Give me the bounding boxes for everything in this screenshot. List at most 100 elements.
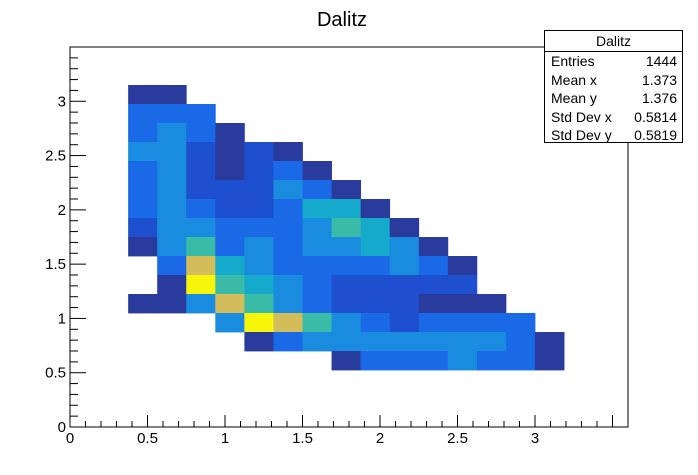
- heatmap-cell: [476, 313, 507, 333]
- heatmap-cell: [244, 313, 274, 333]
- stats-row-mean-y: Mean y 1.376: [545, 89, 682, 108]
- stats-label: Std Dev y: [551, 127, 612, 143]
- heatmap-cell: [535, 332, 565, 352]
- heatmap-cell: [244, 199, 274, 219]
- heatmap-cell: [447, 275, 478, 295]
- heatmap-cell: [505, 351, 536, 371]
- x-tick-label: 1.5: [292, 430, 313, 447]
- x-tick-label: 0.5: [137, 430, 158, 447]
- heatmap-cell: [186, 142, 216, 162]
- heatmap-cell: [244, 218, 274, 238]
- plot-frame: [69, 46, 629, 428]
- heatmap-cell: [215, 275, 245, 295]
- heatmap-cell: [273, 161, 303, 181]
- y-tick-label: 3: [58, 93, 66, 110]
- heatmap-cell: [273, 256, 303, 276]
- heatmap-cell: [215, 218, 245, 238]
- heatmap-cell: [302, 218, 332, 238]
- heatmap-cell: [389, 313, 420, 333]
- heatmap-cell: [273, 313, 303, 333]
- heatmap-cell: [360, 332, 391, 352]
- heatmap-cell: [244, 332, 274, 352]
- heatmap-cell: [476, 351, 507, 371]
- heatmap-cell: [389, 218, 420, 238]
- stats-value: 1.373: [641, 71, 677, 88]
- heatmap-cell: [186, 104, 216, 124]
- heatmap-cell: [244, 294, 274, 314]
- heatmap-cell: [186, 294, 216, 314]
- heatmap-cell: [331, 294, 362, 314]
- heatmap-cell: [273, 275, 303, 295]
- heatmap-cell: [360, 199, 391, 219]
- heatmap-cell: [186, 123, 216, 143]
- heatmap-cell: [418, 256, 449, 276]
- heatmap-cell: [273, 180, 303, 200]
- heatmap-cell: [157, 256, 187, 276]
- heatmap-cell: [389, 237, 420, 257]
- heatmap-cell: [128, 85, 158, 105]
- heatmap-cell: [389, 275, 420, 295]
- heatmap-cell: [302, 313, 332, 333]
- stats-label: Mean y: [551, 90, 597, 106]
- heatmap-cell: [244, 275, 274, 295]
- stats-box: Dalitz Entries 1444 Mean x 1.373 Mean y 1.3…: [544, 30, 683, 143]
- y-tick-label: 0.5: [45, 365, 66, 382]
- x-tick-label: 2: [376, 430, 384, 447]
- heatmap-cell: [128, 294, 158, 314]
- heatmap-cell: [302, 275, 332, 295]
- heatmap-cell: [331, 351, 362, 371]
- heatmap-cell: [273, 237, 303, 257]
- x-tick-label: 2.5: [447, 430, 468, 447]
- heatmap-cell: [418, 351, 449, 371]
- heatmap-cell: [244, 237, 274, 257]
- heatmap-cell: [302, 256, 332, 276]
- heatmap-cell: [360, 294, 391, 314]
- stats-value: 1.376: [641, 90, 677, 106]
- heatmap-cell: [302, 199, 332, 219]
- stats-value: 1444: [645, 53, 677, 69]
- heatmap-cell: [244, 142, 274, 162]
- stats-row-mean-x: Mean x 1.373: [545, 71, 682, 90]
- heatmap-cell: [186, 256, 216, 276]
- heatmap-cell: [447, 332, 478, 352]
- heatmap-cell: [128, 104, 158, 124]
- stats-title: Dalitz: [545, 31, 682, 52]
- x-tick-label: 0: [66, 430, 74, 447]
- heatmap-cell: [186, 218, 216, 238]
- heatmap-cells: [128, 85, 565, 371]
- heatmap-cell: [215, 180, 245, 200]
- heatmap-cell: [128, 237, 158, 257]
- heatmap-cell: [215, 123, 245, 143]
- stats-label: Entries: [551, 53, 595, 69]
- heatmap-cell: [273, 142, 303, 162]
- heatmap-cell: [331, 218, 362, 238]
- stats-row-entries: Entries 1444: [545, 52, 682, 71]
- heatmap-cell: [418, 294, 449, 314]
- heatmap-cell: [302, 161, 332, 181]
- heatmap-cell: [128, 180, 158, 200]
- heatmap-cell: [505, 332, 536, 352]
- heatmap-cell: [389, 294, 420, 314]
- heatmap-cell: [157, 237, 187, 257]
- y-tick-label: 0: [58, 419, 66, 436]
- heatmap-cell: [186, 237, 216, 257]
- heatmap-cell: [273, 332, 303, 352]
- heatmap-cell: [215, 256, 245, 276]
- heatmap-cell: [418, 275, 449, 295]
- heatmap-cell: [447, 294, 478, 314]
- heatmap-cell: [128, 218, 158, 238]
- stats-value: 0.5819: [634, 127, 677, 143]
- heatmap-cell: [157, 218, 187, 238]
- stats-row-std-dev-x: Std Dev x 0.5814: [545, 108, 682, 127]
- heatmap-cell: [215, 199, 245, 219]
- heatmap-cell: [389, 256, 420, 276]
- heatmap-cell: [186, 161, 216, 181]
- x-tick-label: 1: [221, 430, 229, 447]
- heatmap-cell: [157, 104, 187, 124]
- heatmap-cell: [535, 351, 565, 371]
- heatmap-cell: [157, 85, 187, 105]
- heatmap-cell: [157, 161, 187, 181]
- heatmap-cell: [157, 199, 187, 219]
- heatmap-cell: [476, 294, 507, 314]
- heatmap-cell: [186, 275, 216, 295]
